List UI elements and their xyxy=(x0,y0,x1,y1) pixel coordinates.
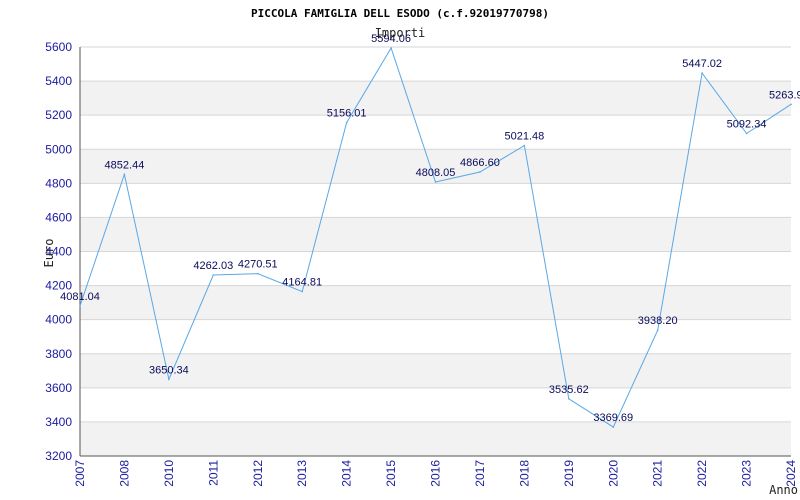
x-tick-label: 2008 xyxy=(117,460,131,487)
plot-band xyxy=(80,251,791,286)
plot-band xyxy=(80,149,791,184)
data-point xyxy=(701,72,703,74)
y-tick-label: 4400 xyxy=(45,245,72,259)
y-tick-label: 3400 xyxy=(45,415,72,429)
data-point xyxy=(79,305,81,307)
data-label: 4866.60 xyxy=(460,157,500,169)
y-tick-label: 5400 xyxy=(45,74,72,88)
data-label: 3650.34 xyxy=(149,364,189,376)
data-label: 3535.62 xyxy=(549,384,589,396)
data-point xyxy=(434,181,437,183)
plot-band xyxy=(80,47,791,82)
x-tick-label: 2013 xyxy=(295,460,309,487)
data-point xyxy=(256,272,259,275)
plot-band xyxy=(80,115,791,150)
x-tick-label: 2015 xyxy=(384,460,398,487)
x-tick-label: 2014 xyxy=(340,460,354,487)
plot-band xyxy=(80,421,791,456)
data-labels: 4081.04 4852.44 3650.34 4262.03 4270.51 4164.… xyxy=(60,33,800,424)
plot-bands xyxy=(80,47,791,456)
x-tick-label: 2020 xyxy=(606,460,620,487)
data-point xyxy=(656,329,659,331)
data-point xyxy=(301,290,303,293)
y-tick-label: 5000 xyxy=(45,142,72,156)
plot-band xyxy=(80,81,791,116)
data-point xyxy=(612,426,615,428)
data-point xyxy=(745,132,748,135)
data-label: 4262.03 xyxy=(193,260,233,272)
chart-subtitle: Importi xyxy=(375,26,426,40)
x-tick-label: 2024 xyxy=(784,460,798,487)
plot-band xyxy=(80,387,791,422)
y-tick-label: 4000 xyxy=(45,313,72,327)
data-label: 3369.69 xyxy=(593,412,633,424)
data-point xyxy=(123,173,126,176)
data-label: 5092.34 xyxy=(727,119,767,131)
plot-band xyxy=(80,217,791,252)
axes xyxy=(79,47,791,457)
y-tick-label: 5600 xyxy=(45,40,72,54)
y-axis-label: Euro xyxy=(42,239,56,268)
data-point xyxy=(212,274,215,276)
y-tick-label: 3800 xyxy=(45,347,72,361)
data-label: 5156.01 xyxy=(327,108,367,120)
y-tick-label: 3600 xyxy=(45,381,72,395)
y-tick-label: 4600 xyxy=(45,210,72,224)
data-label: 3938.20 xyxy=(638,315,678,327)
data-label: 4270.51 xyxy=(238,259,278,271)
data-label: 4164.81 xyxy=(282,277,322,289)
data-point xyxy=(523,144,526,147)
data-point xyxy=(568,398,570,400)
y-tick-label: 3200 xyxy=(45,449,72,463)
plot-band xyxy=(80,183,791,218)
data-point xyxy=(390,47,392,49)
data-point xyxy=(168,378,170,381)
x-tick-label: 2007 xyxy=(73,460,87,487)
data-label: 4808.05 xyxy=(416,167,456,179)
y-tick-labels: 3200 3400 3600 3800 4000 4200 4400 4600 4800 5000… xyxy=(45,40,72,463)
plot-band xyxy=(80,285,791,320)
x-tick-label: 2022 xyxy=(695,460,709,487)
data-label: 4081.04 xyxy=(60,291,100,303)
plot-band xyxy=(80,319,791,354)
x-tick-labels: 2007 2008 2010 2011 2012 2013 2014 2015 2016 2017… xyxy=(73,460,798,487)
x-tick-label: 2023 xyxy=(740,460,754,487)
data-label: 4852.44 xyxy=(105,159,145,171)
data-point xyxy=(479,171,481,173)
x-tick-label: 2018 xyxy=(517,460,531,487)
x-axis-label: Anno xyxy=(769,483,798,497)
plot-band xyxy=(80,353,791,388)
y-tick-label: 5200 xyxy=(45,108,72,122)
data-point xyxy=(345,121,348,124)
x-tick-label: 2021 xyxy=(651,460,665,487)
x-tick-label: 2010 xyxy=(162,460,176,487)
data-label: 5594.06 xyxy=(371,33,411,45)
x-tick-label: 2012 xyxy=(251,460,265,487)
x-tick-label: 2017 xyxy=(473,460,487,487)
series-line xyxy=(79,46,792,428)
data-label: 5263.9 xyxy=(769,89,800,101)
chart-title: PICCOLA FAMIGLIA DELL ESODO (c.f.9201977… xyxy=(251,7,549,20)
data-point xyxy=(790,103,792,106)
y-tick-label: 4800 xyxy=(45,176,72,190)
y-tick-label: 4200 xyxy=(45,279,72,293)
data-label: 5447.02 xyxy=(682,58,722,70)
x-tick-label: 2019 xyxy=(562,460,576,487)
data-label: 5021.48 xyxy=(504,131,544,143)
x-tick-label: 2016 xyxy=(429,460,443,487)
x-tick-label: 2011 xyxy=(206,460,220,486)
